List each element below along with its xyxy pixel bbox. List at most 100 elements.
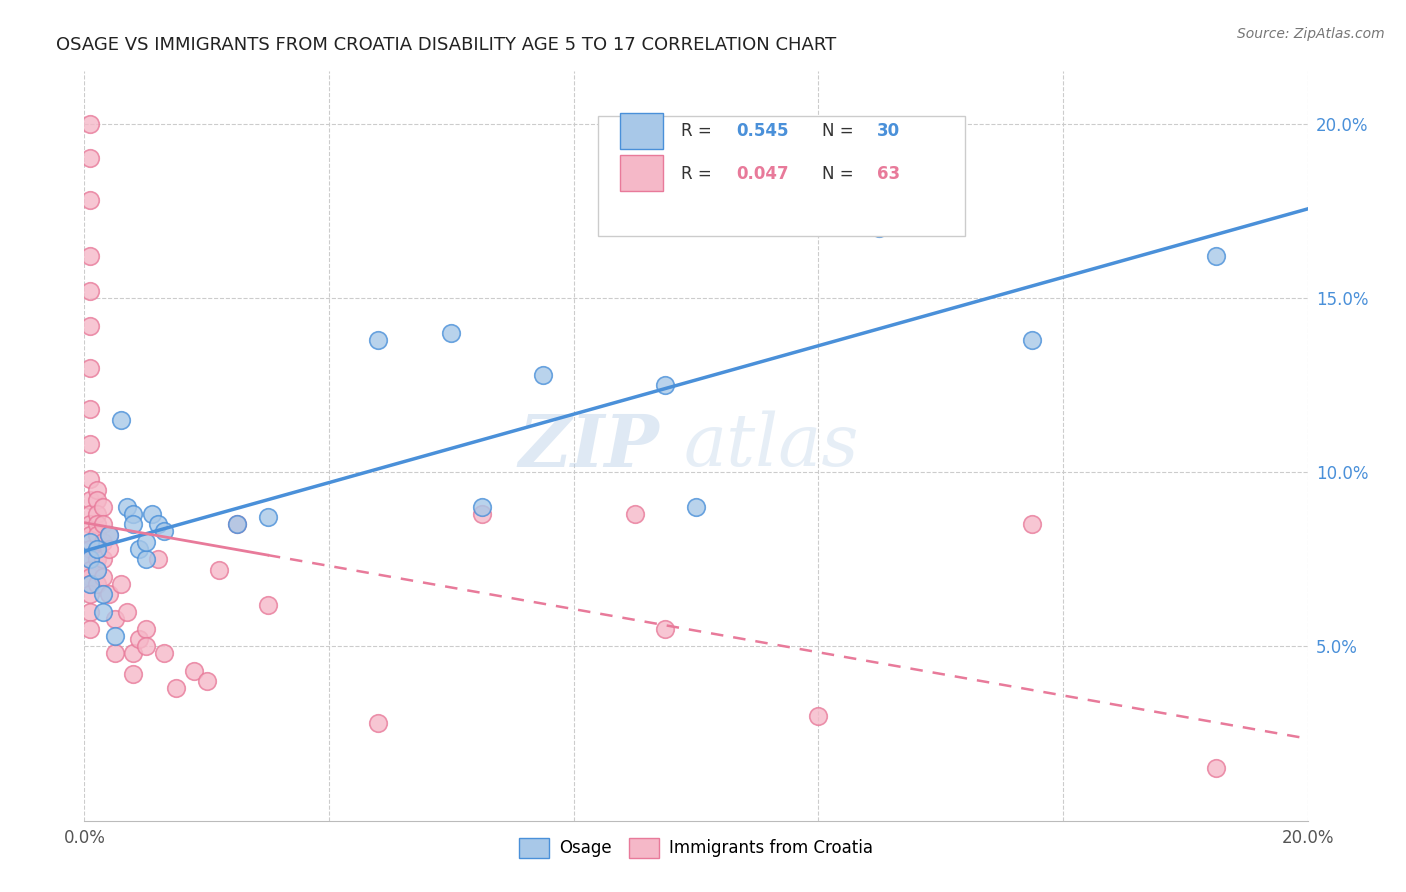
Point	[79, 605, 101, 619]
Point	[115, 605, 138, 619]
Point	[79, 541, 101, 556]
Point	[79, 360, 101, 375]
Text: Source: ZipAtlas.com: Source: ZipAtlas.com	[1237, 27, 1385, 41]
Point	[97, 528, 120, 542]
Point	[79, 152, 101, 166]
Text: 0.047: 0.047	[737, 165, 789, 183]
Point	[91, 605, 114, 619]
Point	[1021, 517, 1043, 532]
Point	[110, 413, 132, 427]
Point	[654, 378, 676, 392]
Point	[128, 632, 150, 647]
Point	[86, 483, 108, 497]
Point	[135, 534, 157, 549]
Point	[86, 493, 108, 508]
Text: atlas: atlas	[683, 410, 859, 482]
Point	[869, 221, 891, 235]
Point	[208, 563, 231, 577]
Legend: Osage, Immigrants from Croatia: Osage, Immigrants from Croatia	[513, 831, 879, 864]
Point	[122, 646, 145, 660]
Point	[226, 517, 249, 532]
Point	[91, 500, 114, 514]
Text: R =: R =	[682, 165, 717, 183]
Text: ZIP: ZIP	[519, 410, 659, 482]
Point	[257, 598, 280, 612]
Point	[807, 709, 830, 723]
Point	[79, 570, 101, 584]
Point	[86, 576, 108, 591]
Point	[183, 664, 205, 678]
Point	[141, 507, 163, 521]
Text: 30: 30	[877, 122, 900, 140]
Point	[654, 622, 676, 636]
Point	[91, 587, 114, 601]
Point	[367, 716, 389, 731]
Point	[79, 493, 101, 508]
Point	[86, 563, 108, 577]
Point	[135, 640, 157, 654]
Point	[104, 611, 127, 625]
Point	[685, 500, 707, 514]
Point	[79, 563, 101, 577]
Bar	[598, 116, 965, 236]
Point	[153, 524, 176, 539]
Text: N =: N =	[823, 122, 859, 140]
Point	[86, 541, 108, 556]
Point	[115, 500, 138, 514]
Point	[79, 437, 101, 451]
Point	[79, 587, 101, 601]
Point	[91, 552, 114, 566]
Point	[91, 570, 114, 584]
Point	[79, 507, 101, 521]
Point	[122, 667, 145, 681]
Text: OSAGE VS IMMIGRANTS FROM CROATIA DISABILITY AGE 5 TO 17 CORRELATION CHART: OSAGE VS IMMIGRANTS FROM CROATIA DISABIL…	[56, 36, 837, 54]
Point	[79, 552, 101, 566]
Text: 63: 63	[877, 165, 900, 183]
Point	[86, 552, 108, 566]
Point	[79, 402, 101, 417]
Point	[97, 541, 120, 556]
Point	[122, 517, 145, 532]
Point	[1205, 761, 1227, 775]
Point	[146, 552, 169, 566]
Bar	[620, 155, 664, 191]
Point	[440, 326, 463, 340]
Point	[104, 629, 127, 643]
Text: N =: N =	[823, 165, 859, 183]
Point	[86, 507, 108, 521]
Point	[79, 576, 101, 591]
Point	[79, 318, 101, 333]
Point	[97, 528, 120, 542]
Point	[128, 541, 150, 556]
Point	[135, 552, 157, 566]
Point	[79, 117, 101, 131]
Point	[97, 587, 120, 601]
Text: R =: R =	[682, 122, 717, 140]
Point	[79, 528, 101, 542]
Point	[110, 576, 132, 591]
Point	[86, 528, 108, 542]
Point	[79, 284, 101, 298]
Point	[1021, 333, 1043, 347]
Point	[91, 517, 114, 532]
Point	[79, 194, 101, 208]
Point	[1205, 249, 1227, 263]
Point	[79, 552, 101, 566]
Point	[79, 517, 101, 532]
Point	[153, 646, 176, 660]
Point	[79, 472, 101, 486]
Point	[226, 517, 249, 532]
Point	[86, 541, 108, 556]
Point	[367, 333, 389, 347]
Point	[86, 517, 108, 532]
Point	[471, 500, 494, 514]
Point	[86, 563, 108, 577]
Point	[146, 517, 169, 532]
Point	[79, 534, 101, 549]
Point	[624, 507, 647, 521]
Point	[122, 507, 145, 521]
Point	[135, 622, 157, 636]
Point	[104, 646, 127, 660]
Point	[257, 510, 280, 524]
Point	[195, 674, 218, 689]
